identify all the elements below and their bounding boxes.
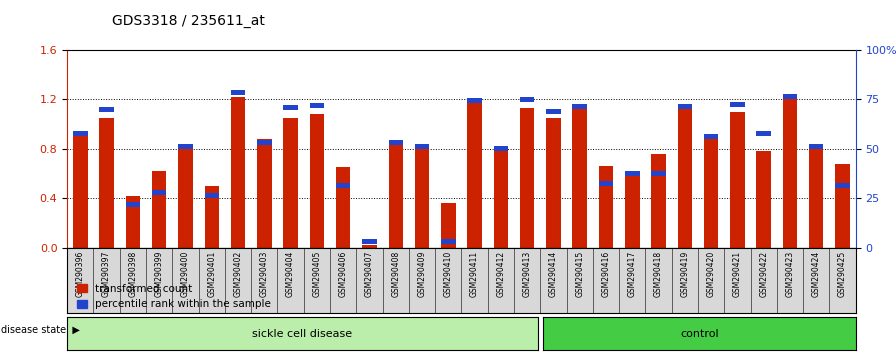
Bar	[835, 164, 849, 248]
Bar	[336, 183, 350, 188]
Bar	[204, 186, 219, 248]
Bar	[783, 97, 797, 248]
Bar	[415, 144, 429, 149]
Text: GSM290403: GSM290403	[260, 251, 269, 297]
Text: GDS3318 / 235611_at: GDS3318 / 235611_at	[112, 14, 265, 28]
Text: GSM290417: GSM290417	[628, 251, 637, 297]
Bar	[756, 151, 771, 248]
Text: GSM290413: GSM290413	[522, 251, 531, 297]
Text: GSM290412: GSM290412	[496, 251, 505, 297]
Text: GSM290405: GSM290405	[313, 251, 322, 297]
Bar	[573, 104, 587, 109]
Bar	[73, 134, 88, 248]
Bar	[310, 103, 324, 108]
Text: GSM290424: GSM290424	[812, 251, 821, 297]
Text: GSM290402: GSM290402	[234, 251, 243, 297]
Text: GSM290418: GSM290418	[654, 251, 663, 297]
Bar	[704, 134, 719, 139]
Bar	[730, 102, 745, 107]
Bar	[389, 144, 403, 248]
Bar	[704, 135, 719, 248]
Text: control: control	[680, 329, 719, 339]
Text: GSM290421: GSM290421	[733, 251, 742, 297]
Bar	[625, 176, 640, 248]
Bar	[809, 146, 823, 248]
Bar	[178, 144, 193, 149]
Bar	[178, 146, 193, 248]
Text: GSM290420: GSM290420	[707, 251, 716, 297]
Text: disease state  ▶: disease state ▶	[1, 325, 80, 335]
Bar	[99, 118, 114, 248]
Bar	[99, 107, 114, 112]
Bar	[336, 167, 350, 248]
Bar	[204, 193, 219, 198]
Bar	[125, 196, 140, 248]
Bar	[283, 118, 297, 248]
Bar	[625, 171, 640, 176]
Bar	[310, 114, 324, 248]
Bar	[677, 104, 692, 109]
Bar	[809, 144, 823, 149]
Text: GSM290404: GSM290404	[286, 251, 295, 297]
Bar	[441, 239, 455, 244]
Legend: transformed count, percentile rank within the sample: transformed count, percentile rank withi…	[73, 280, 275, 313]
Text: GSM290425: GSM290425	[838, 251, 847, 297]
Bar	[125, 202, 140, 207]
Bar	[520, 97, 534, 102]
Text: GSM290401: GSM290401	[207, 251, 216, 297]
Text: GSM290406: GSM290406	[339, 251, 348, 297]
Bar	[231, 90, 246, 95]
Bar	[547, 109, 561, 114]
Text: GSM290407: GSM290407	[365, 251, 374, 297]
Bar	[283, 105, 297, 110]
Text: GSM290398: GSM290398	[128, 251, 137, 297]
Bar	[651, 171, 666, 176]
Bar	[573, 109, 587, 248]
Bar	[547, 118, 561, 248]
Bar	[257, 140, 271, 145]
Bar	[362, 239, 376, 244]
Text: GSM290422: GSM290422	[759, 251, 768, 297]
Bar	[389, 140, 403, 145]
Bar	[494, 149, 508, 248]
Text: GSM290397: GSM290397	[102, 251, 111, 297]
Bar	[730, 112, 745, 248]
Text: GSM290400: GSM290400	[181, 251, 190, 297]
Text: GSM290409: GSM290409	[418, 251, 426, 297]
Bar	[468, 101, 482, 248]
Bar	[415, 146, 429, 248]
Text: GSM290414: GSM290414	[549, 251, 558, 297]
Bar	[73, 131, 88, 136]
Text: GSM290410: GSM290410	[444, 251, 452, 297]
Text: GSM290423: GSM290423	[786, 251, 795, 297]
Bar	[599, 181, 613, 186]
Bar	[520, 108, 534, 248]
Bar	[231, 97, 246, 248]
Text: sickle cell disease: sickle cell disease	[253, 329, 352, 339]
Bar	[494, 146, 508, 151]
Bar	[835, 183, 849, 188]
Bar	[257, 139, 271, 248]
Bar	[783, 94, 797, 99]
Bar	[651, 154, 666, 248]
Text: GSM290416: GSM290416	[601, 251, 610, 297]
Bar	[152, 189, 167, 194]
Text: GSM290399: GSM290399	[155, 251, 164, 297]
Bar	[756, 131, 771, 136]
Text: GSM290419: GSM290419	[680, 251, 689, 297]
Bar	[677, 109, 692, 248]
Bar	[468, 98, 482, 103]
Bar	[362, 245, 376, 248]
Bar	[152, 171, 167, 248]
Text: GSM290415: GSM290415	[575, 251, 584, 297]
Text: GSM290396: GSM290396	[76, 251, 85, 297]
Text: GSM290411: GSM290411	[470, 251, 479, 297]
Bar	[599, 166, 613, 248]
Text: GSM290408: GSM290408	[392, 251, 401, 297]
Bar	[441, 203, 455, 248]
